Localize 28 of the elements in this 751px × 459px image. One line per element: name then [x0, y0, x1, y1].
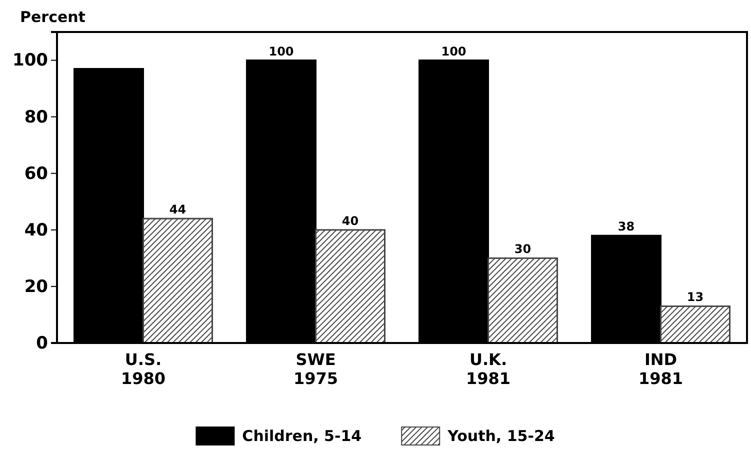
y-tick-label: 100 — [12, 50, 48, 71]
y-tick-label: 20 — [24, 276, 48, 297]
bar — [591, 234, 662, 344]
bar — [246, 60, 316, 344]
bar — [488, 257, 558, 344]
data-label: 44 — [169, 202, 186, 217]
y-tick-label: 0 — [36, 333, 48, 354]
bar — [660, 305, 730, 344]
data-label: 13 — [686, 290, 704, 304]
legend-label: Children, 5-14 — [242, 427, 362, 445]
x-tick-label: SWE 1975 — [293, 350, 338, 388]
data-label: 40 — [342, 214, 359, 228]
legend-label: Youth, 15-24 — [446, 427, 555, 445]
data-label: 100 — [441, 44, 466, 58]
y-tick-label: 60 — [24, 164, 48, 184]
data-label: 30 — [514, 242, 532, 256]
bar — [142, 218, 213, 344]
y-tick-label: 40 — [24, 220, 48, 240]
x-tick-label: IND 1981 — [638, 350, 684, 388]
x-tick-label: U.S. 1980 — [120, 350, 166, 388]
data-label: 38 — [618, 220, 635, 234]
data-label: 100 — [268, 44, 294, 58]
y-tick-label: 80 — [24, 107, 48, 128]
bar — [74, 68, 144, 344]
x-tick-label: U.K. 1981 — [466, 350, 511, 388]
bar — [315, 229, 386, 344]
y-axis-title: Percent — [20, 8, 86, 26]
bar — [418, 60, 489, 344]
